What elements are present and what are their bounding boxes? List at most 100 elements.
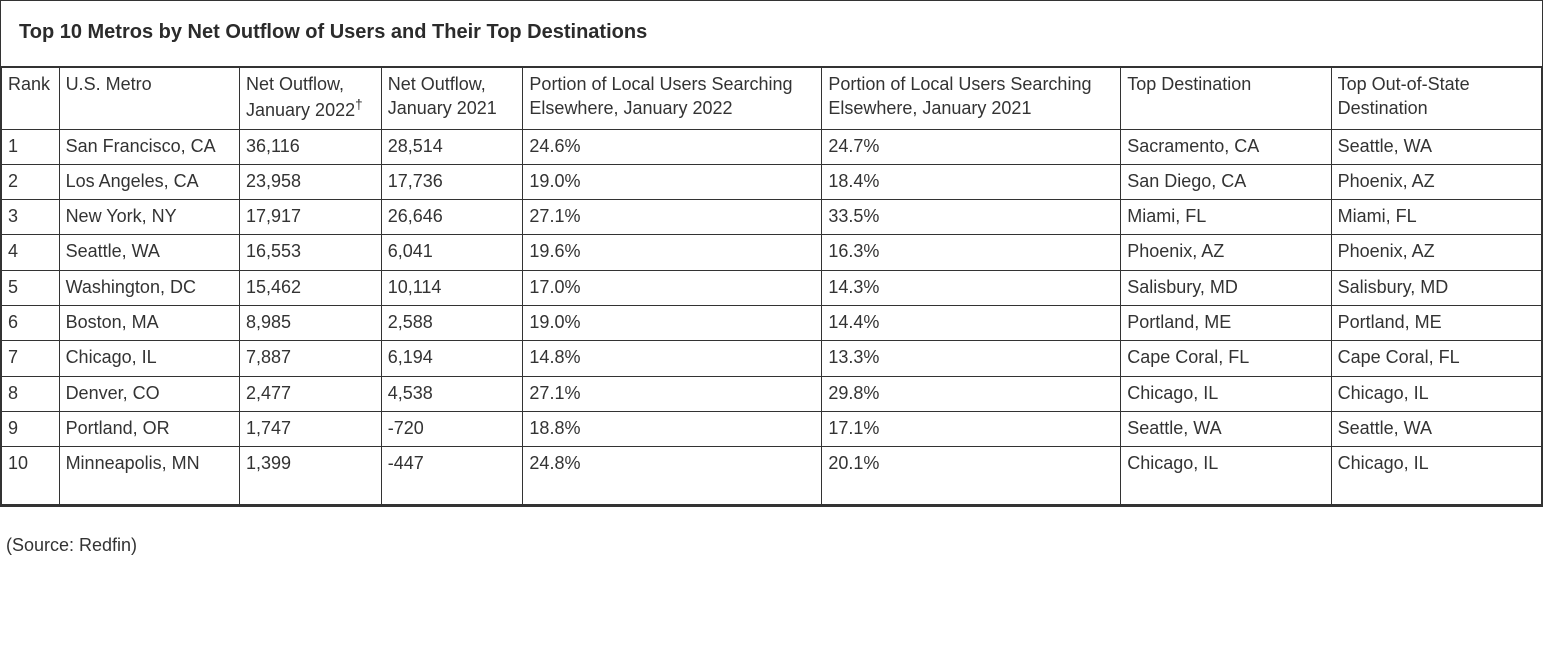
cell-p21: 17.1% bbox=[822, 411, 1121, 446]
table-row: 9 Portland, OR 1,747 -720 18.8% 17.1% Se… bbox=[2, 411, 1542, 446]
cell-dest: Miami, FL bbox=[1121, 200, 1331, 235]
cell-out21: 28,514 bbox=[381, 129, 523, 164]
source-attribution: (Source: Redfin) bbox=[0, 507, 1543, 556]
cell-out21: 6,194 bbox=[381, 341, 523, 376]
cell-out22: 2,477 bbox=[240, 376, 382, 411]
cell-rank: 1 bbox=[2, 129, 60, 164]
col-outflow-2021: Net Outflow, January 2021 bbox=[381, 68, 523, 130]
cell-oos: Salisbury, MD bbox=[1331, 270, 1541, 305]
cell-oos: Seattle, WA bbox=[1331, 411, 1541, 446]
cell-rank: 3 bbox=[2, 200, 60, 235]
table-row: 8 Denver, CO 2,477 4,538 27.1% 29.8% Chi… bbox=[2, 376, 1542, 411]
cell-dest: Phoenix, AZ bbox=[1121, 235, 1331, 270]
cell-p22: 19.6% bbox=[523, 235, 822, 270]
metros-table: Rank U.S. Metro Net Outflow, January 202… bbox=[1, 67, 1542, 506]
cell-out22: 1,747 bbox=[240, 411, 382, 446]
cell-rank: 2 bbox=[2, 164, 60, 199]
cell-metro: Chicago, IL bbox=[59, 341, 239, 376]
cell-dest: Cape Coral, FL bbox=[1121, 341, 1331, 376]
cell-dest: San Diego, CA bbox=[1121, 164, 1331, 199]
table-row: 6 Boston, MA 8,985 2,588 19.0% 14.4% Por… bbox=[2, 306, 1542, 341]
cell-p22: 14.8% bbox=[523, 341, 822, 376]
cell-rank: 5 bbox=[2, 270, 60, 305]
col-top-dest: Top Destination bbox=[1121, 68, 1331, 130]
table-row: 3 New York, NY 17,917 26,646 27.1% 33.5%… bbox=[2, 200, 1542, 235]
cell-oos: Phoenix, AZ bbox=[1331, 164, 1541, 199]
cell-metro: San Francisco, CA bbox=[59, 129, 239, 164]
cell-oos: Chicago, IL bbox=[1331, 376, 1541, 411]
cell-out21: 17,736 bbox=[381, 164, 523, 199]
cell-out22: 8,985 bbox=[240, 306, 382, 341]
header-row: Rank U.S. Metro Net Outflow, January 202… bbox=[2, 68, 1542, 130]
table-row: 1 San Francisco, CA 36,116 28,514 24.6% … bbox=[2, 129, 1542, 164]
cell-p21: 29.8% bbox=[822, 376, 1121, 411]
cell-metro: Washington, DC bbox=[59, 270, 239, 305]
cell-rank: 6 bbox=[2, 306, 60, 341]
cell-p21: 13.3% bbox=[822, 341, 1121, 376]
cell-metro: Boston, MA bbox=[59, 306, 239, 341]
cell-rank: 4 bbox=[2, 235, 60, 270]
cell-out22: 1,399 bbox=[240, 447, 382, 505]
table-container: Top 10 Metros by Net Outflow of Users an… bbox=[0, 0, 1543, 507]
cell-p22: 27.1% bbox=[523, 376, 822, 411]
table-row: 5 Washington, DC 15,462 10,114 17.0% 14.… bbox=[2, 270, 1542, 305]
cell-rank: 9 bbox=[2, 411, 60, 446]
col-rank: Rank bbox=[2, 68, 60, 130]
cell-oos: Miami, FL bbox=[1331, 200, 1541, 235]
col-outflow-2022: Net Outflow, January 2022† bbox=[240, 68, 382, 130]
cell-out22: 7,887 bbox=[240, 341, 382, 376]
col-top-oos-dest: Top Out-of-State Destination bbox=[1331, 68, 1541, 130]
table-row: 7 Chicago, IL 7,887 6,194 14.8% 13.3% Ca… bbox=[2, 341, 1542, 376]
cell-dest: Portland, ME bbox=[1121, 306, 1331, 341]
cell-dest: Seattle, WA bbox=[1121, 411, 1331, 446]
dagger-mark: † bbox=[355, 97, 363, 112]
cell-metro: Seattle, WA bbox=[59, 235, 239, 270]
cell-metro: Portland, OR bbox=[59, 411, 239, 446]
cell-oos: Seattle, WA bbox=[1331, 129, 1541, 164]
cell-p22: 27.1% bbox=[523, 200, 822, 235]
cell-oos: Cape Coral, FL bbox=[1331, 341, 1541, 376]
cell-oos: Chicago, IL bbox=[1331, 447, 1541, 505]
cell-out21: -720 bbox=[381, 411, 523, 446]
cell-oos: Phoenix, AZ bbox=[1331, 235, 1541, 270]
cell-dest: Salisbury, MD bbox=[1121, 270, 1331, 305]
cell-dest: Sacramento, CA bbox=[1121, 129, 1331, 164]
cell-out21: 2,588 bbox=[381, 306, 523, 341]
cell-p21: 33.5% bbox=[822, 200, 1121, 235]
table-row: 4 Seattle, WA 16,553 6,041 19.6% 16.3% P… bbox=[2, 235, 1542, 270]
cell-p21: 24.7% bbox=[822, 129, 1121, 164]
cell-rank: 8 bbox=[2, 376, 60, 411]
col-portion-2022: Portion of Local Users Searching Elsewhe… bbox=[523, 68, 822, 130]
cell-rank: 10 bbox=[2, 447, 60, 505]
cell-p21: 20.1% bbox=[822, 447, 1121, 505]
cell-p22: 19.0% bbox=[523, 164, 822, 199]
cell-p22: 18.8% bbox=[523, 411, 822, 446]
cell-out21: 10,114 bbox=[381, 270, 523, 305]
cell-out21: -447 bbox=[381, 447, 523, 505]
cell-out21: 26,646 bbox=[381, 200, 523, 235]
cell-out21: 4,538 bbox=[381, 376, 523, 411]
cell-rank: 7 bbox=[2, 341, 60, 376]
cell-out22: 15,462 bbox=[240, 270, 382, 305]
table-title: Top 10 Metros by Net Outflow of Users an… bbox=[1, 1, 1542, 67]
cell-p21: 16.3% bbox=[822, 235, 1121, 270]
cell-dest: Chicago, IL bbox=[1121, 376, 1331, 411]
cell-p21: 14.3% bbox=[822, 270, 1121, 305]
cell-metro: New York, NY bbox=[59, 200, 239, 235]
cell-metro: Los Angeles, CA bbox=[59, 164, 239, 199]
table-body: 1 San Francisco, CA 36,116 28,514 24.6% … bbox=[2, 129, 1542, 504]
cell-oos: Portland, ME bbox=[1331, 306, 1541, 341]
table-row: 10 Minneapolis, MN 1,399 -447 24.8% 20.1… bbox=[2, 447, 1542, 505]
col-portion-2021: Portion of Local Users Searching Elsewhe… bbox=[822, 68, 1121, 130]
cell-metro: Denver, CO bbox=[59, 376, 239, 411]
cell-p22: 17.0% bbox=[523, 270, 822, 305]
cell-out22: 17,917 bbox=[240, 200, 382, 235]
col-outflow-2022-text: Net Outflow, January 2022 bbox=[246, 74, 355, 120]
cell-out22: 36,116 bbox=[240, 129, 382, 164]
cell-p22: 19.0% bbox=[523, 306, 822, 341]
cell-p21: 14.4% bbox=[822, 306, 1121, 341]
cell-dest: Chicago, IL bbox=[1121, 447, 1331, 505]
cell-out22: 23,958 bbox=[240, 164, 382, 199]
cell-out22: 16,553 bbox=[240, 235, 382, 270]
cell-out21: 6,041 bbox=[381, 235, 523, 270]
